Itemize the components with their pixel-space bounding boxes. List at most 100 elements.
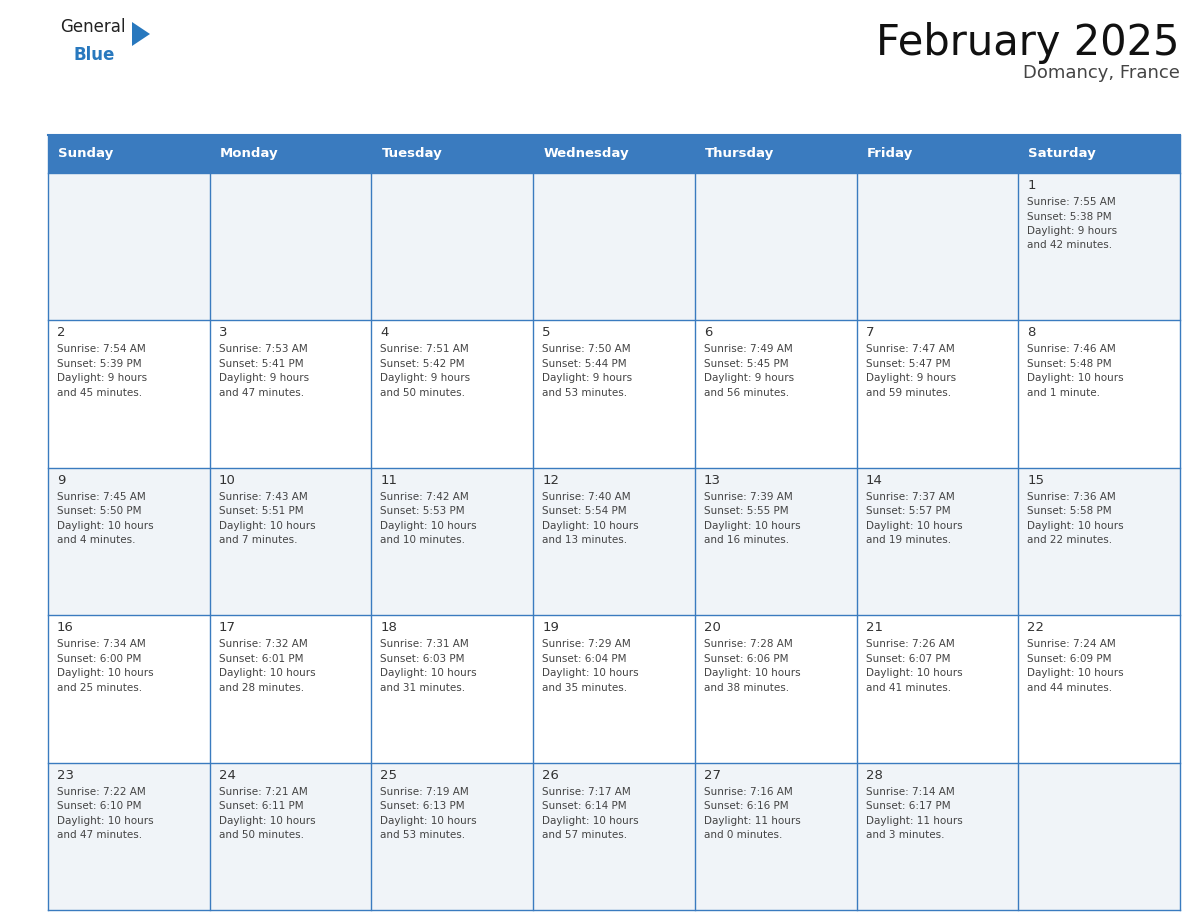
Text: Daylight: 10 hours: Daylight: 10 hours <box>219 815 315 825</box>
Text: and 1 minute.: and 1 minute. <box>1028 388 1100 397</box>
Text: and 22 minutes.: and 22 minutes. <box>1028 535 1112 545</box>
Text: and 16 minutes.: and 16 minutes. <box>703 535 789 545</box>
Text: 19: 19 <box>542 621 560 634</box>
Text: and 41 minutes.: and 41 minutes. <box>866 683 950 693</box>
Text: and 50 minutes.: and 50 minutes. <box>380 388 466 397</box>
Text: and 4 minutes.: and 4 minutes. <box>57 535 135 545</box>
Text: Daylight: 10 hours: Daylight: 10 hours <box>57 668 153 678</box>
Text: and 45 minutes.: and 45 minutes. <box>57 388 143 397</box>
Text: and 47 minutes.: and 47 minutes. <box>219 388 304 397</box>
Text: Daylight: 10 hours: Daylight: 10 hours <box>1028 374 1124 384</box>
Text: 28: 28 <box>866 768 883 781</box>
Bar <box>48 615 1180 763</box>
Text: and 50 minutes.: and 50 minutes. <box>219 830 304 840</box>
Text: Sunrise: 7:55 AM: Sunrise: 7:55 AM <box>1028 197 1116 207</box>
Text: and 53 minutes.: and 53 minutes. <box>380 830 466 840</box>
Text: and 56 minutes.: and 56 minutes. <box>703 388 789 397</box>
Text: 7: 7 <box>866 327 874 340</box>
Text: Sunset: 6:06 PM: Sunset: 6:06 PM <box>703 654 789 664</box>
Text: Daylight: 10 hours: Daylight: 10 hours <box>219 668 315 678</box>
Text: Daylight: 9 hours: Daylight: 9 hours <box>866 374 955 384</box>
Text: Daylight: 10 hours: Daylight: 10 hours <box>1028 521 1124 531</box>
Text: Daylight: 11 hours: Daylight: 11 hours <box>866 815 962 825</box>
Text: Wednesday: Wednesday <box>543 148 628 161</box>
Text: Daylight: 10 hours: Daylight: 10 hours <box>57 521 153 531</box>
Text: 6: 6 <box>703 327 713 340</box>
Text: 4: 4 <box>380 327 388 340</box>
Text: Sunset: 5:42 PM: Sunset: 5:42 PM <box>380 359 465 369</box>
Text: 9: 9 <box>57 474 65 487</box>
Text: Sunrise: 7:42 AM: Sunrise: 7:42 AM <box>380 492 469 502</box>
Text: Sunday: Sunday <box>58 148 113 161</box>
Text: Sunset: 5:41 PM: Sunset: 5:41 PM <box>219 359 303 369</box>
Text: Domancy, France: Domancy, France <box>1023 64 1180 82</box>
Text: Sunrise: 7:43 AM: Sunrise: 7:43 AM <box>219 492 308 502</box>
Text: Daylight: 9 hours: Daylight: 9 hours <box>219 374 309 384</box>
Text: Thursday: Thursday <box>704 148 775 161</box>
Text: Sunrise: 7:51 AM: Sunrise: 7:51 AM <box>380 344 469 354</box>
Text: Sunset: 6:07 PM: Sunset: 6:07 PM <box>866 654 950 664</box>
Text: and 19 minutes.: and 19 minutes. <box>866 535 950 545</box>
Text: February 2025: February 2025 <box>877 22 1180 64</box>
Text: Sunrise: 7:17 AM: Sunrise: 7:17 AM <box>542 787 631 797</box>
Text: Sunrise: 7:34 AM: Sunrise: 7:34 AM <box>57 639 146 649</box>
Text: Sunset: 5:55 PM: Sunset: 5:55 PM <box>703 507 789 516</box>
Text: Sunset: 6:14 PM: Sunset: 6:14 PM <box>542 801 627 812</box>
Text: Daylight: 10 hours: Daylight: 10 hours <box>866 521 962 531</box>
Text: Sunset: 5:50 PM: Sunset: 5:50 PM <box>57 507 141 516</box>
Text: Sunrise: 7:26 AM: Sunrise: 7:26 AM <box>866 639 954 649</box>
Text: Sunrise: 7:37 AM: Sunrise: 7:37 AM <box>866 492 954 502</box>
Bar <box>48 320 1180 468</box>
Text: Sunrise: 7:14 AM: Sunrise: 7:14 AM <box>866 787 954 797</box>
Text: and 13 minutes.: and 13 minutes. <box>542 535 627 545</box>
Text: and 57 minutes.: and 57 minutes. <box>542 830 627 840</box>
Text: 15: 15 <box>1028 474 1044 487</box>
Text: and 38 minutes.: and 38 minutes. <box>703 683 789 693</box>
Text: Sunrise: 7:19 AM: Sunrise: 7:19 AM <box>380 787 469 797</box>
Text: 3: 3 <box>219 327 227 340</box>
Text: Daylight: 10 hours: Daylight: 10 hours <box>380 521 478 531</box>
Text: and 7 minutes.: and 7 minutes. <box>219 535 297 545</box>
Text: Daylight: 9 hours: Daylight: 9 hours <box>703 374 794 384</box>
Text: 20: 20 <box>703 621 721 634</box>
Text: Sunset: 5:44 PM: Sunset: 5:44 PM <box>542 359 627 369</box>
Text: Sunrise: 7:24 AM: Sunrise: 7:24 AM <box>1028 639 1116 649</box>
Text: Sunset: 6:03 PM: Sunset: 6:03 PM <box>380 654 465 664</box>
Text: Sunset: 5:47 PM: Sunset: 5:47 PM <box>866 359 950 369</box>
Text: Friday: Friday <box>866 148 912 161</box>
Text: Sunrise: 7:54 AM: Sunrise: 7:54 AM <box>57 344 146 354</box>
Text: 22: 22 <box>1028 621 1044 634</box>
Text: 8: 8 <box>1028 327 1036 340</box>
Text: Daylight: 10 hours: Daylight: 10 hours <box>703 668 801 678</box>
Text: 16: 16 <box>57 621 74 634</box>
Text: and 47 minutes.: and 47 minutes. <box>57 830 143 840</box>
Text: Daylight: 10 hours: Daylight: 10 hours <box>866 668 962 678</box>
Bar <box>48 173 1180 320</box>
Text: Sunrise: 7:22 AM: Sunrise: 7:22 AM <box>57 787 146 797</box>
Text: Sunrise: 7:39 AM: Sunrise: 7:39 AM <box>703 492 792 502</box>
Text: Sunset: 5:39 PM: Sunset: 5:39 PM <box>57 359 141 369</box>
Text: and 0 minutes.: and 0 minutes. <box>703 830 782 840</box>
Text: Sunset: 5:45 PM: Sunset: 5:45 PM <box>703 359 789 369</box>
Text: Blue: Blue <box>74 46 115 64</box>
Text: and 10 minutes.: and 10 minutes. <box>380 535 466 545</box>
Text: Sunset: 5:51 PM: Sunset: 5:51 PM <box>219 507 303 516</box>
Text: Sunrise: 7:45 AM: Sunrise: 7:45 AM <box>57 492 146 502</box>
Text: and 28 minutes.: and 28 minutes. <box>219 683 304 693</box>
Text: Sunset: 6:01 PM: Sunset: 6:01 PM <box>219 654 303 664</box>
Text: General: General <box>61 18 126 36</box>
Text: Sunset: 6:10 PM: Sunset: 6:10 PM <box>57 801 141 812</box>
Text: Sunset: 6:00 PM: Sunset: 6:00 PM <box>57 654 141 664</box>
Text: Sunset: 6:17 PM: Sunset: 6:17 PM <box>866 801 950 812</box>
Text: Daylight: 10 hours: Daylight: 10 hours <box>219 521 315 531</box>
Text: Daylight: 9 hours: Daylight: 9 hours <box>542 374 632 384</box>
Text: 27: 27 <box>703 768 721 781</box>
Text: 1: 1 <box>1028 179 1036 192</box>
Text: Daylight: 10 hours: Daylight: 10 hours <box>542 668 639 678</box>
Text: Sunset: 6:13 PM: Sunset: 6:13 PM <box>380 801 465 812</box>
Text: Tuesday: Tuesday <box>381 148 442 161</box>
Text: 26: 26 <box>542 768 560 781</box>
Text: Daylight: 10 hours: Daylight: 10 hours <box>380 815 478 825</box>
Text: and 53 minutes.: and 53 minutes. <box>542 388 627 397</box>
Text: Daylight: 11 hours: Daylight: 11 hours <box>703 815 801 825</box>
